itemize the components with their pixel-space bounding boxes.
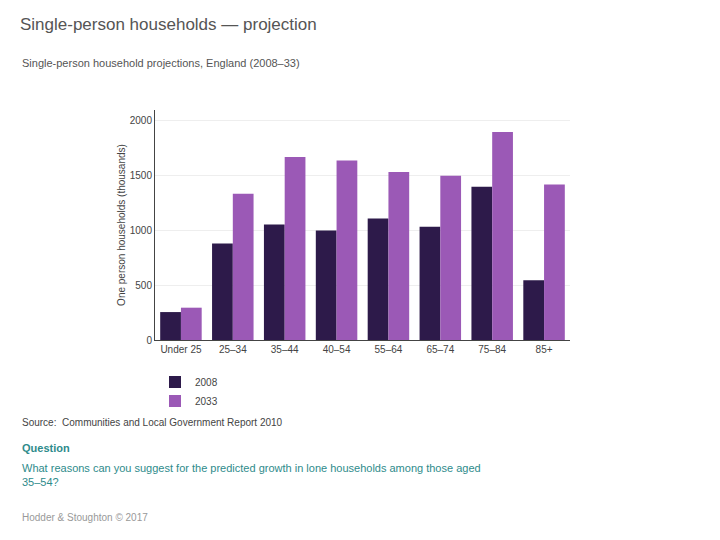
svg-text:55–64: 55–64: [375, 344, 403, 355]
svg-text:Under 25: Under 25: [160, 344, 202, 355]
svg-text:35–44: 35–44: [271, 344, 299, 355]
svg-text:Single-person households — pro: Single-person households — projection: [20, 15, 317, 34]
svg-text:40–54: 40–54: [323, 344, 351, 355]
svg-text:85+: 85+: [536, 344, 553, 355]
svg-text:65–74: 65–74: [426, 344, 454, 355]
svg-text:1000: 1000: [130, 225, 153, 236]
svg-text:2008: 2008: [195, 377, 218, 388]
svg-text:25–34: 25–34: [219, 344, 247, 355]
svg-text:1500: 1500: [130, 170, 153, 181]
svg-text:Question: Question: [22, 442, 70, 454]
svg-text:Source: Communities and Local: Source: Communities and Local Government…: [22, 417, 283, 428]
svg-text:Single-person household projec: Single-person household projections, Eng…: [22, 57, 300, 69]
svg-text:One person households (thousan: One person households (thousands): [116, 144, 127, 306]
svg-text:0: 0: [146, 335, 152, 346]
svg-text:Hodder & Stoughton © 2017: Hodder & Stoughton © 2017: [22, 512, 148, 523]
svg-text:500: 500: [135, 280, 152, 291]
svg-text:2033: 2033: [195, 396, 218, 407]
svg-text:2000: 2000: [130, 115, 153, 126]
svg-text:What reasons can you suggest f: What reasons can you suggest for the pre…: [22, 462, 481, 488]
svg-text:75–84: 75–84: [478, 344, 506, 355]
